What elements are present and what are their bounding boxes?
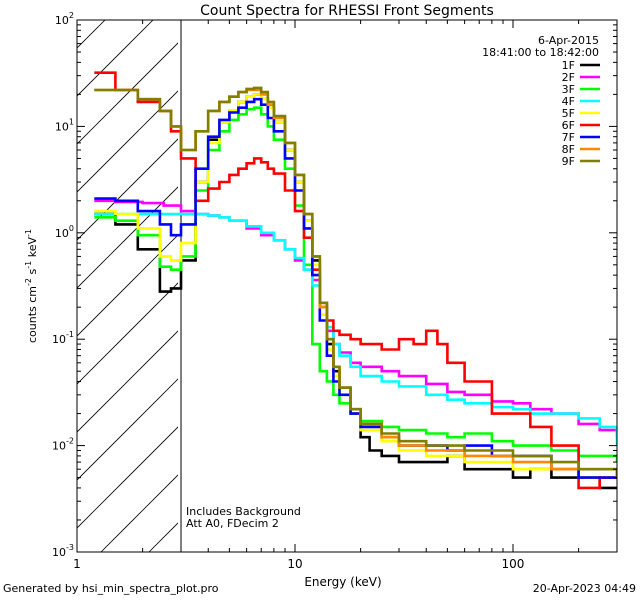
series-4F — [94, 212, 617, 446]
svg-text:6F: 6F — [562, 119, 575, 132]
y-tick-label: 10-1 — [52, 330, 74, 346]
svg-text:2F: 2F — [562, 71, 575, 84]
svg-text:8F: 8F — [562, 143, 575, 156]
observation-date: 6-Apr-2015 — [538, 34, 599, 47]
x-tick-label-100: 100 — [502, 557, 525, 571]
legend-item-6F: 6F — [562, 119, 575, 132]
legend-item-8F: 8F — [562, 143, 575, 156]
plot-frame — [76, 19, 618, 553]
svg-text:4F: 4F — [562, 95, 575, 108]
hatch-line — [77, 426, 178, 529]
hatch-line — [77, 138, 178, 241]
legend-item-4F: 4F — [562, 95, 575, 108]
hatch-line — [77, 20, 154, 97]
chart-title: Count Spectra for RHESSI Front Segments — [200, 3, 494, 19]
legend: 1F 2F 3F 4F 5F 6F 7F 8F 9F — [562, 59, 600, 168]
legend-item-9F: 9F — [562, 155, 575, 168]
y-tick-label: 10-2 — [52, 437, 74, 453]
hatch-line — [77, 378, 178, 481]
footer-timestamp: 20-Apr-2023 04:49 — [532, 582, 636, 595]
legend-item-7F: 7F — [562, 131, 575, 144]
svg-text:7F: 7F — [562, 131, 575, 144]
legend-item-2F: 2F — [562, 71, 575, 84]
legend-item-1F: 1F — [562, 59, 575, 72]
x-axis-label: Energy (keV) — [304, 575, 381, 589]
annotation-attenuator: Att A0, FDecim 2 — [186, 517, 279, 530]
svg-text:3F: 3F — [562, 83, 575, 96]
hatch-line — [77, 282, 178, 385]
annotation-background: Includes Background — [186, 505, 301, 518]
hatch-line — [0, 0, 125, 552]
svg-text:1F: 1F — [562, 59, 575, 72]
hatch-line — [77, 90, 178, 193]
y-tick-label: 100 — [55, 224, 74, 240]
y-tick-label: 101 — [55, 117, 74, 133]
series-6F — [94, 71, 617, 490]
axis-ticks — [76, 20, 618, 553]
series-layer — [94, 71, 617, 490]
footer-generated-by: Generated by hsi_min_spectra_plot.pro — [3, 582, 219, 595]
legend-item-5F: 5F — [562, 107, 575, 120]
x-tick-label-1: 1 — [73, 557, 81, 571]
observation-time-range: 18:41:00 to 18:42:00 — [482, 46, 599, 59]
hatch-line — [77, 234, 178, 337]
y-axis-label: counts cm-2 s-1 keV-1 — [24, 229, 39, 343]
series-1F — [94, 93, 617, 490]
x-tick-label-10: 10 — [287, 557, 302, 571]
hatch-line — [77, 186, 178, 289]
legend-item-3F: 3F — [562, 83, 575, 96]
svg-text:5F: 5F — [562, 107, 575, 120]
series-9F — [94, 86, 617, 478]
y-tick-label: 10-3 — [52, 543, 74, 559]
svg-text:9F: 9F — [562, 155, 575, 168]
hatch-line — [77, 42, 178, 145]
y-tick-labels: 10-3 10-2 10-1 100 101 102 — [52, 11, 74, 559]
series-8F — [94, 88, 617, 478]
y-tick-label: 102 — [55, 11, 74, 27]
series-5F — [94, 93, 617, 479]
